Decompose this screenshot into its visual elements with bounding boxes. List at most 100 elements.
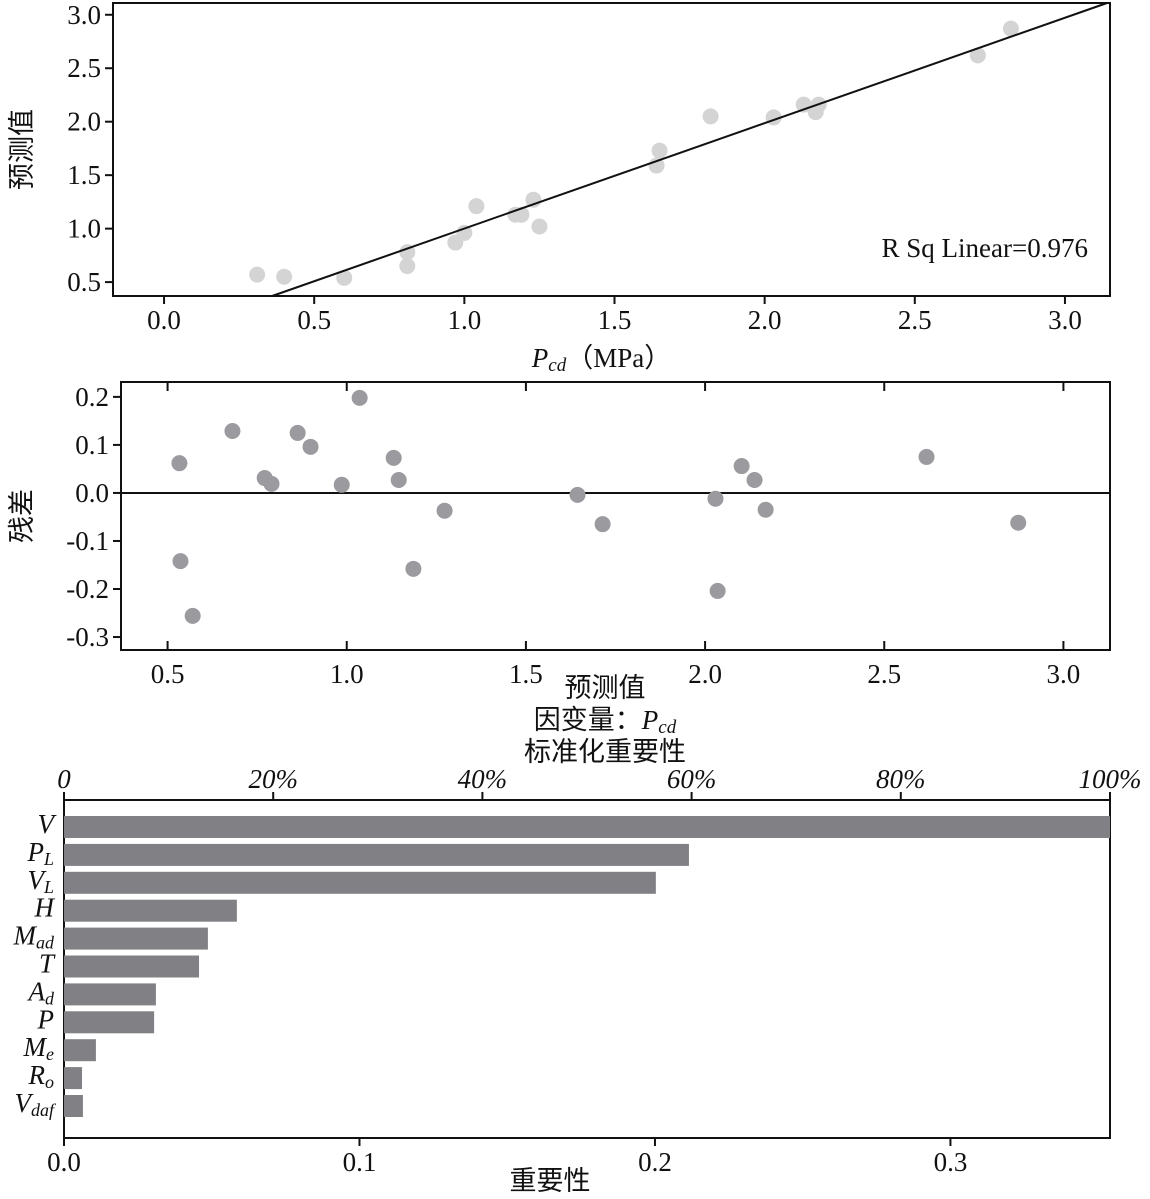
symbol: M <box>13 921 38 951</box>
subscript: L <box>43 877 54 897</box>
fit-line <box>271 2 1108 297</box>
point <box>918 448 935 465</box>
point <box>569 486 586 503</box>
x-tick-label: 2.5 <box>898 305 932 335</box>
x-tick-label: 2.0 <box>688 659 722 689</box>
point <box>651 142 668 159</box>
y-axis-label: 预测值 <box>7 109 37 190</box>
category-label: Mad <box>13 921 56 953</box>
bar <box>64 1011 155 1034</box>
unit: （MPa） <box>566 343 671 373</box>
x2-tick-label: 0 <box>57 764 71 794</box>
category-label: PL <box>26 837 54 869</box>
category-label: Ad <box>27 976 56 1008</box>
subscript: d <box>45 988 55 1008</box>
x-tick-label: 0.1 <box>343 1147 377 1177</box>
category-label: VL <box>27 865 54 897</box>
symbol: H <box>34 893 56 923</box>
x-tick-label: 3.0 <box>1048 305 1082 335</box>
x-tick-label: 1.0 <box>330 659 364 689</box>
point <box>302 438 319 455</box>
x-tick-label: 3.0 <box>1047 659 1081 689</box>
point <box>757 501 774 518</box>
symbol: P <box>26 837 44 867</box>
x-axis-label: Pcd（MPa） <box>531 343 671 376</box>
category-label: V <box>38 809 58 839</box>
symbol: V <box>27 865 47 895</box>
point <box>399 258 416 275</box>
x2-tick-label: 100% <box>1079 764 1142 794</box>
point <box>289 424 306 441</box>
x2-tick-label: 20% <box>248 764 298 794</box>
point <box>405 560 422 577</box>
subtitle: 因变量：Pcd <box>534 705 677 738</box>
x-axis-label: 预测值 <box>565 673 646 703</box>
symbol: R <box>28 1060 46 1090</box>
category-label: Vdaf <box>14 1088 57 1120</box>
subscript: e <box>46 1044 54 1064</box>
subscript: L <box>43 849 54 869</box>
y-tick-label: 2.5 <box>67 53 101 83</box>
x-tick-label: 0.5 <box>151 659 185 689</box>
annotation: R Sq Linear=0.976 <box>882 233 1088 263</box>
category-label: T <box>39 949 56 979</box>
chart-title: 标准化重要性 <box>524 737 686 767</box>
category-label: H <box>34 893 56 923</box>
symbol: M <box>23 1032 48 1062</box>
x-tick-label: 0.3 <box>934 1147 968 1177</box>
point <box>336 269 353 286</box>
point <box>171 455 188 472</box>
symbol: A <box>27 976 46 1006</box>
point <box>224 422 241 439</box>
y-axis-label: 残差 <box>7 489 37 543</box>
point <box>707 490 724 507</box>
bar <box>64 899 237 922</box>
x-tick-label: 1.5 <box>509 659 543 689</box>
symbol: V <box>38 809 58 839</box>
x-tick-label: 2.5 <box>867 659 901 689</box>
x-tick-label: 1.5 <box>598 305 632 335</box>
y-tick-label: 0.5 <box>67 267 101 297</box>
point <box>594 516 611 533</box>
point <box>184 607 201 624</box>
point <box>531 218 548 235</box>
x-tick-label: 0.0 <box>47 1147 81 1177</box>
category-label: Me <box>23 1032 55 1064</box>
y-tick-label: 0.2 <box>75 382 109 412</box>
category-label: Ro <box>28 1060 55 1092</box>
subscript: o <box>45 1072 54 1092</box>
point <box>969 47 986 64</box>
plot-frame <box>120 381 1111 651</box>
bar <box>64 983 156 1006</box>
subscript: ad <box>36 933 55 953</box>
point <box>351 389 368 406</box>
x-tick-label: 0.5 <box>297 305 331 335</box>
point <box>249 266 266 283</box>
symbol: P <box>641 705 659 735</box>
bar <box>64 955 200 978</box>
subscript: cd <box>658 717 676 738</box>
symbol: V <box>14 1088 34 1118</box>
point <box>436 502 453 519</box>
subscript: cd <box>548 355 566 376</box>
x-axis-label: 重要性 <box>510 1166 591 1196</box>
bar <box>64 1067 83 1090</box>
bar <box>64 843 689 866</box>
bar <box>64 1095 83 1117</box>
point <box>333 476 350 493</box>
point <box>746 471 763 488</box>
bar <box>64 871 656 894</box>
y-tick-label: -0.3 <box>66 622 109 652</box>
bar <box>64 816 1110 838</box>
x-tick-label: 0.2 <box>638 1147 672 1177</box>
point <box>468 198 485 215</box>
y-tick-label: 1.5 <box>67 160 101 190</box>
bar <box>64 1039 96 1062</box>
point <box>263 475 280 492</box>
point <box>1010 514 1027 531</box>
x-tick-label: 2.0 <box>748 305 782 335</box>
y-tick-label: -0.2 <box>66 574 109 604</box>
x-tick-label: 1.0 <box>447 305 481 335</box>
point <box>172 553 189 570</box>
